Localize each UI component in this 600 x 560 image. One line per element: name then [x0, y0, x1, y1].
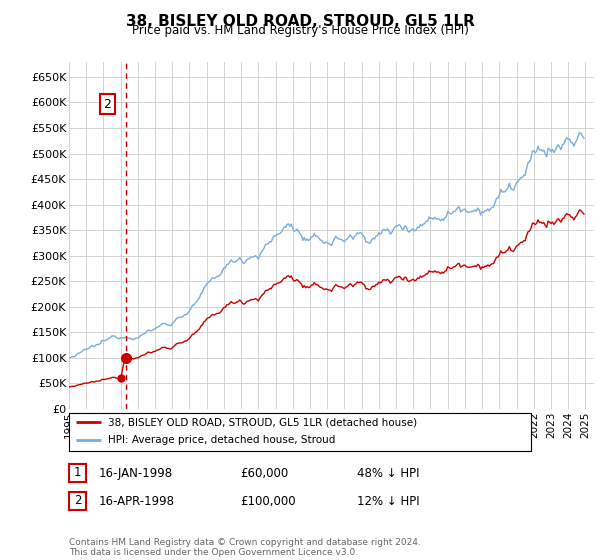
- Text: 2: 2: [74, 494, 81, 507]
- Text: Price paid vs. HM Land Registry's House Price Index (HPI): Price paid vs. HM Land Registry's House …: [131, 24, 469, 37]
- Text: 2: 2: [103, 97, 112, 110]
- Text: 12% ↓ HPI: 12% ↓ HPI: [357, 494, 419, 508]
- Text: HPI: Average price, detached house, Stroud: HPI: Average price, detached house, Stro…: [108, 435, 335, 445]
- Text: 38, BISLEY OLD ROAD, STROUD, GL5 1LR (detached house): 38, BISLEY OLD ROAD, STROUD, GL5 1LR (de…: [108, 417, 418, 427]
- Text: £60,000: £60,000: [240, 466, 288, 480]
- Text: 1: 1: [74, 466, 81, 479]
- Text: £100,000: £100,000: [240, 494, 296, 508]
- Text: 38, BISLEY OLD ROAD, STROUD, GL5 1LR: 38, BISLEY OLD ROAD, STROUD, GL5 1LR: [125, 14, 475, 29]
- Text: 48% ↓ HPI: 48% ↓ HPI: [357, 466, 419, 480]
- Text: Contains HM Land Registry data © Crown copyright and database right 2024.
This d: Contains HM Land Registry data © Crown c…: [69, 538, 421, 557]
- Text: 16-APR-1998: 16-APR-1998: [99, 494, 175, 508]
- Text: 16-JAN-1998: 16-JAN-1998: [99, 466, 173, 480]
